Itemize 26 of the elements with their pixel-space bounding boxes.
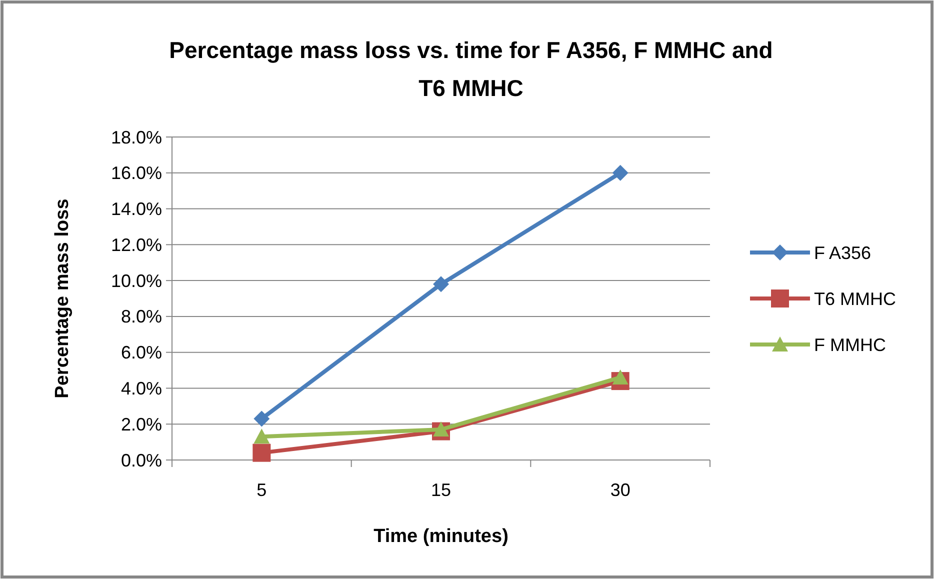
x-axis-title: Time (minutes) [374,526,508,547]
x-tick-label: 30 [610,480,630,500]
point [612,369,628,384]
point [254,428,270,444]
point [252,444,271,462]
y-axis-title: Percentage mass loss [52,198,73,398]
point [433,421,449,436]
y-tick-label: 6.0% [120,342,162,363]
y-tick-label: 12.0% [110,234,162,255]
y-tick-label: 18.0% [110,127,162,148]
y-tick-label: 10.0% [110,270,162,291]
chart-title: Percentage mass loss vs. time for F A356, F MMHC and T6 MMHC [169,37,773,101]
y-tick-label: 16.0% [110,163,162,184]
legend-label: F MMHC [814,334,886,355]
point [433,276,449,292]
y-tick-label: 2.0% [120,414,162,434]
x-tick-label: 5 [256,480,267,500]
y-tick-label: 14.0% [110,199,162,220]
point [612,164,628,181]
legend-label: F A356 [814,242,872,263]
y-tick-label: 4.0% [120,378,162,399]
x-tick-label: 15 [430,480,452,500]
point [254,410,270,427]
y-tick-label: 8.0% [120,306,162,327]
y-tick-label: 0.0% [120,450,162,470]
legend-label: T6 MMHC [814,288,896,309]
